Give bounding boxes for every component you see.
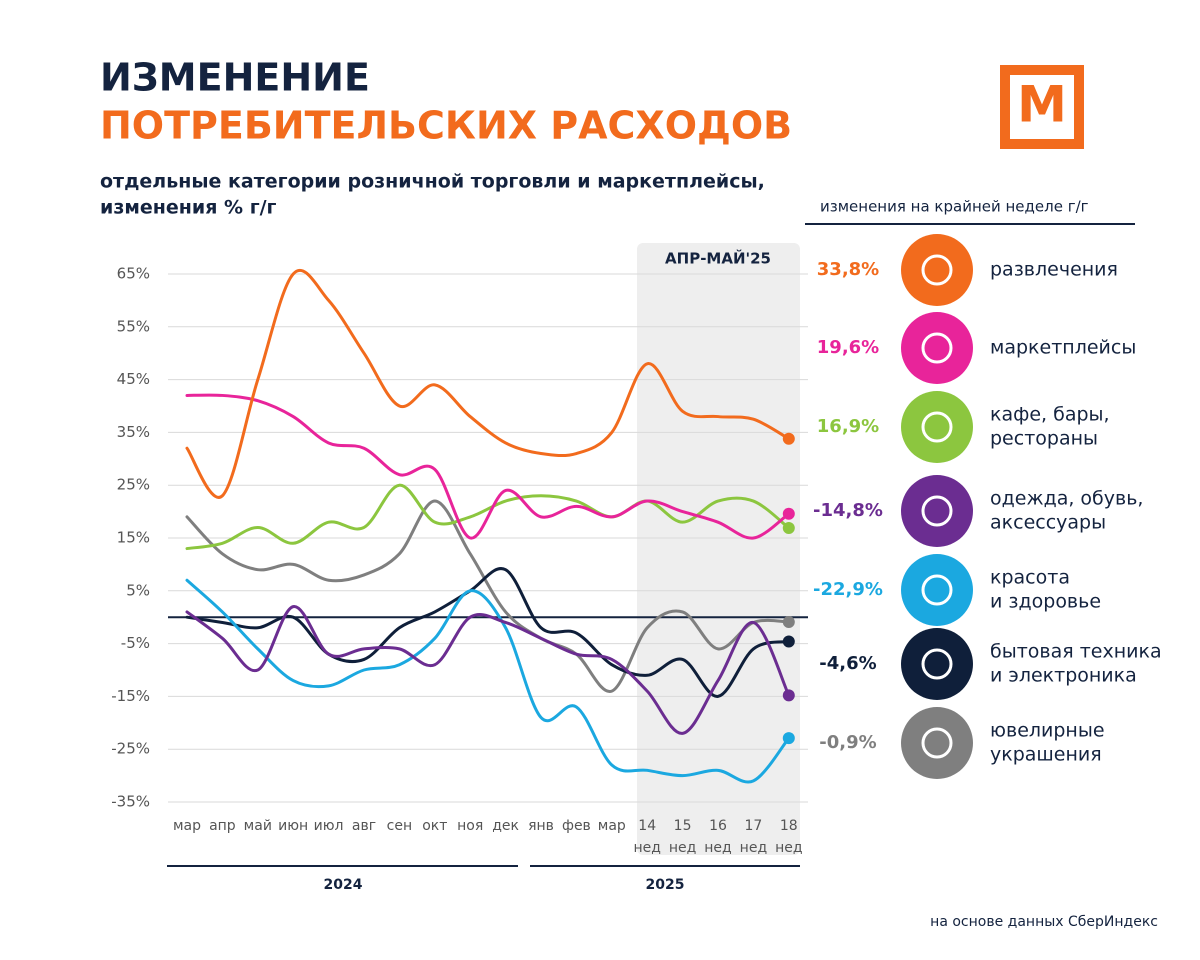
x-tick-label: май: [244, 818, 272, 834]
y-tick-label: 45%: [117, 370, 150, 388]
legend-icon: [901, 554, 973, 626]
y-tick-label: -5%: [121, 634, 150, 652]
x-tick-label: 17: [744, 818, 762, 834]
x-tick-label: мар: [173, 818, 201, 834]
legend-icon-glyph: [921, 727, 953, 759]
y-tick-label: -15%: [111, 687, 150, 705]
year-label: 2025: [646, 877, 685, 893]
highlight-band: [637, 243, 800, 855]
legend-label: красота: [990, 567, 1070, 589]
title-line: ИЗМЕНЕНИЕ: [100, 56, 370, 100]
legend-label: одежда, обувь,: [990, 488, 1143, 510]
end-dot: [782, 521, 795, 534]
x-tick-label: окт: [422, 818, 447, 834]
x-tick-label: июл: [314, 818, 344, 834]
x-tick-label: авг: [352, 818, 376, 834]
legend-icon: [901, 391, 973, 463]
legend-value: 16,9%: [817, 416, 879, 437]
end-dot: [782, 432, 795, 445]
series-line: [185, 578, 791, 784]
y-tick-label: 55%: [117, 317, 150, 335]
x-tick-label: 16: [709, 818, 727, 834]
y-tick-label: 5%: [126, 581, 150, 599]
x-tick-label: дек: [492, 818, 519, 834]
legend-icon-glyph: [921, 648, 953, 680]
x-tick-label: 18: [780, 818, 798, 834]
legend-value: 19,6%: [817, 337, 879, 358]
y-tick-label: 65%: [117, 265, 150, 283]
legend-value: -4,6%: [819, 653, 876, 674]
end-dot: [782, 732, 795, 745]
legend-label: маркетплейсы: [990, 337, 1136, 359]
end-dot: [782, 635, 795, 648]
x-tick-sublabel: нед: [704, 840, 731, 856]
legend-icon-glyph: [921, 574, 953, 606]
x-tick-label: сен: [387, 818, 412, 834]
annotation: АПР-МАЙ'25: [665, 249, 771, 268]
legend-icon: [901, 234, 973, 306]
x-tick-label: янв: [528, 818, 554, 834]
series-line: [185, 393, 791, 540]
subtitle: изменения % г/г: [100, 197, 277, 219]
legend-label: кафе, бары,: [990, 404, 1110, 426]
legend-icon: [901, 475, 973, 547]
x-tick-label: ноя: [457, 818, 483, 834]
end-dot: [782, 507, 795, 520]
subtitle: отдельные категории розничной торговли и…: [100, 171, 765, 193]
legend-label: бытовая техника: [990, 641, 1162, 663]
legend-icon-glyph: [921, 332, 953, 364]
legend-icon: [901, 707, 973, 779]
legend-icon-glyph: [921, 254, 953, 286]
y-tick-label: -25%: [111, 740, 150, 758]
legend-value: -22,9%: [813, 579, 883, 600]
x-tick-label: 14: [638, 818, 656, 834]
series-line: [185, 268, 791, 499]
series-line: [185, 499, 791, 693]
x-tick-sublabel: нед: [775, 840, 802, 856]
legend-value: 33,8%: [817, 259, 879, 280]
y-tick-label: 15%: [117, 529, 150, 547]
legend-label: аксессуары: [990, 512, 1106, 534]
year-label: 2024: [324, 877, 363, 893]
x-tick-label: 15: [674, 818, 692, 834]
series-line: [185, 605, 791, 735]
end-dot: [782, 689, 795, 702]
legend-icon-glyph: [921, 411, 953, 443]
x-tick-sublabel: нед: [669, 840, 696, 856]
legend-value: -14,8%: [813, 500, 883, 521]
y-tick-label: 25%: [117, 476, 150, 494]
legend-icon-glyph: [921, 495, 953, 527]
end-dot: [782, 615, 795, 628]
y-tick-label: 35%: [117, 423, 150, 441]
logo-letter: М: [1017, 76, 1067, 134]
legend-label: развлечения: [990, 259, 1118, 281]
legend-title: изменения на крайней неделе г/г: [820, 198, 1089, 216]
legend-label: рестораны: [990, 428, 1098, 450]
x-tick-sublabel: нед: [740, 840, 767, 856]
legend-label: украшения: [990, 744, 1102, 766]
x-tick-label: мар: [598, 818, 626, 834]
y-tick-label: -35%: [111, 793, 150, 811]
legend-label: и здоровье: [990, 591, 1101, 613]
legend-icon: [901, 312, 973, 384]
legend-value: -0,9%: [819, 732, 876, 753]
x-tick-sublabel: нед: [633, 840, 660, 856]
x-tick-label: фев: [562, 818, 591, 834]
legend-label: и электроника: [990, 665, 1137, 687]
title-line: ПОТРЕБИТЕЛЬСКИХ РАСХОДОВ: [100, 104, 792, 148]
x-tick-label: апр: [209, 818, 236, 834]
legend-label: ювелирные: [990, 720, 1105, 742]
logo-inner: [1010, 75, 1074, 139]
source: на основе данных СберИндекс: [930, 914, 1158, 930]
series-line: [185, 567, 791, 698]
series-line: [185, 483, 791, 551]
legend-icon: [901, 628, 973, 700]
x-tick-label: июн: [278, 818, 308, 834]
